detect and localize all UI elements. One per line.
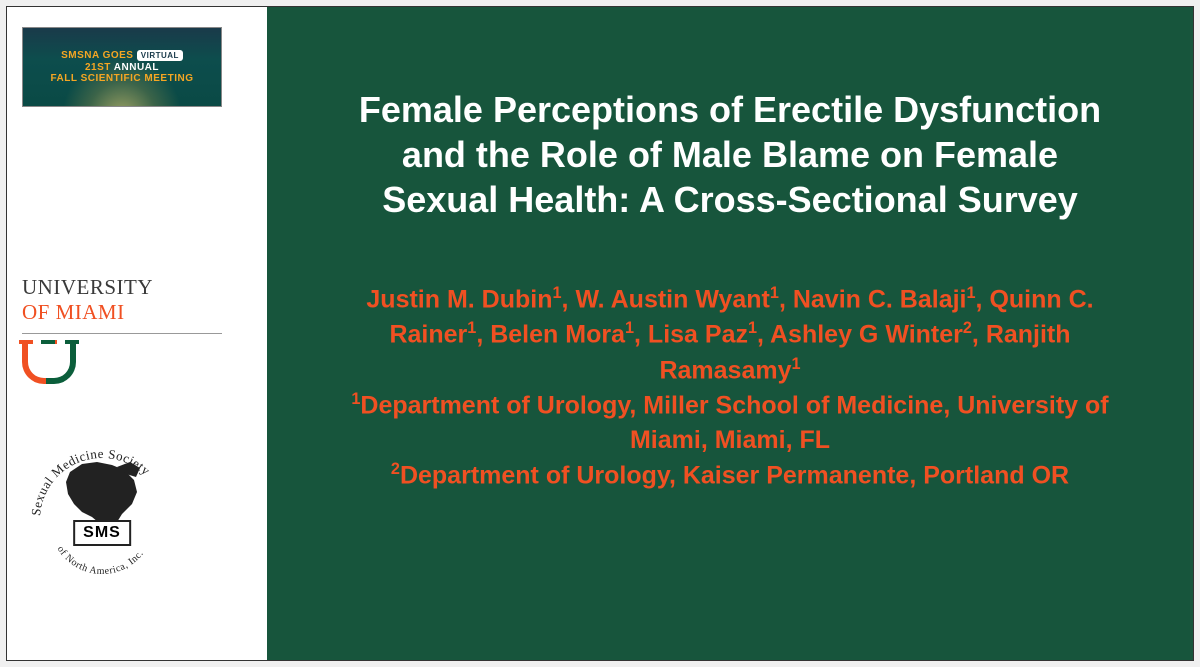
presentation-title: Female Perceptions of Erectile Dysfuncti… — [340, 87, 1120, 222]
um-wordmark: UNIVERSITY OF MIAMI — [22, 275, 252, 325]
um-u-icon — [22, 340, 76, 384]
svg-text:of North America, Inc.: of North America, Inc. — [55, 544, 146, 577]
badge-line1-text: SMSNA GOES — [61, 51, 133, 62]
um-line1: UNIVERSITY — [22, 275, 252, 300]
sms-bottom-arc-text: of North America, Inc. — [55, 544, 146, 577]
badge-21st: 21ST — [85, 62, 111, 73]
logo-sidebar: SMSNA GOES VIRTUAL 21ST ANNUAL FALL SCIE… — [7, 7, 267, 660]
smsna-conference-badge: SMSNA GOES VIRTUAL 21ST ANNUAL FALL SCIE… — [22, 27, 222, 107]
university-miami-logo: UNIVERSITY OF MIAMI — [22, 275, 252, 384]
badge-annual: ANNUAL — [114, 62, 159, 73]
um-divider — [22, 333, 222, 334]
presentation-slide: SMSNA GOES VIRTUAL 21ST ANNUAL FALL SCIE… — [6, 6, 1194, 661]
sms-logo-svg: Sexual Medicine Society of North America… — [22, 432, 182, 582]
badge-line3: FALL SCIENTIFIC MEETING — [51, 73, 194, 84]
badge-virtual-pill: VIRTUAL — [137, 50, 183, 61]
badge-line2: 21ST ANNUAL — [85, 62, 159, 73]
sms-center-label: SMS — [73, 520, 131, 546]
sms-society-logo: Sexual Medicine Society of North America… — [22, 432, 182, 582]
author-block: Justin M. Dubin1, W. Austin Wyant1, Navi… — [320, 282, 1140, 494]
um-line2: OF MIAMI — [22, 300, 252, 325]
slide-content: Female Perceptions of Erectile Dysfuncti… — [267, 7, 1193, 660]
badge-line1: SMSNA GOES VIRTUAL — [61, 50, 183, 61]
